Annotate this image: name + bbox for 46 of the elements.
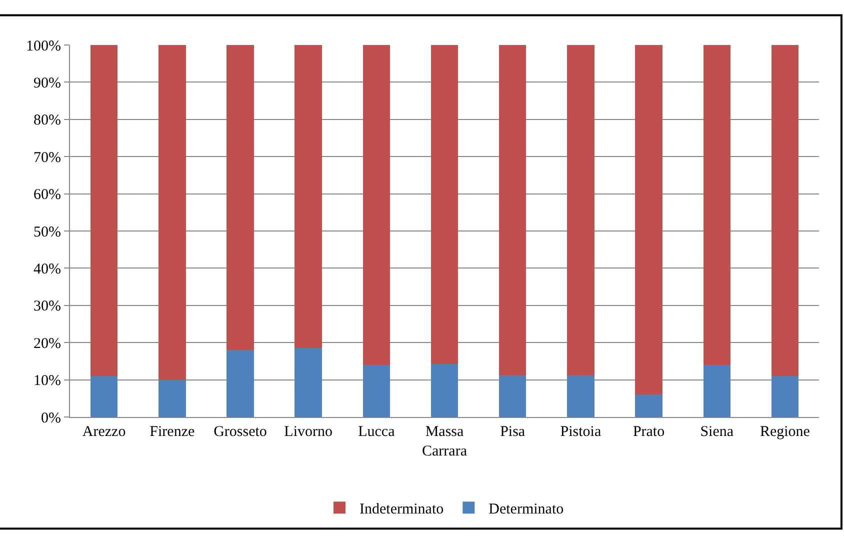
bar — [430, 45, 458, 364]
y-tick-label: 90% — [34, 75, 61, 92]
x-tick-label: Grosseto — [214, 424, 267, 440]
y-tick-label: 50% — [34, 224, 61, 240]
bar — [498, 45, 526, 376]
y-tick-label: 60% — [34, 187, 61, 204]
bar — [294, 45, 322, 348]
legend-label: Determinato — [488, 502, 564, 518]
x-tick-label: Prato — [632, 424, 665, 440]
x-tick-label: Siena — [700, 424, 734, 440]
bar — [771, 376, 799, 417]
bar — [567, 375, 594, 417]
bar — [226, 350, 254, 417]
bar — [226, 45, 254, 350]
bar — [771, 45, 799, 376]
x-tick-label: Lucca — [358, 424, 396, 440]
bar — [703, 364, 730, 417]
bar — [90, 45, 118, 376]
legend-label: Indeterminato — [360, 502, 444, 518]
bar — [362, 45, 390, 365]
x-tick-label: Arezzo — [82, 424, 126, 440]
x-tick-label: Livorno — [284, 424, 332, 440]
y-tick-label: 10% — [34, 373, 61, 390]
y-tick-label: 30% — [34, 298, 61, 315]
x-tick-label: Regione — [760, 424, 810, 440]
bar — [635, 45, 662, 395]
y-tick-label: 100% — [26, 38, 61, 54]
y-tick-label: 70% — [34, 150, 61, 166]
bar — [362, 364, 390, 417]
bar — [294, 348, 322, 417]
bar — [567, 45, 594, 376]
bar — [635, 394, 662, 417]
y-tick-label: 40% — [34, 261, 61, 278]
y-tick-label: 0% — [41, 410, 61, 426]
x-tick-label: Pisa — [500, 424, 526, 440]
bar — [430, 364, 458, 417]
bar — [703, 45, 730, 365]
bar — [90, 376, 118, 417]
bar — [158, 45, 186, 380]
x-tick-label: Firenze — [150, 424, 195, 440]
x-tick-label: Pistoia — [560, 424, 602, 440]
bar — [498, 375, 526, 417]
x-tick-label: Massa Carrara — [422, 424, 468, 460]
y-tick-label: 80% — [34, 112, 61, 129]
bar — [158, 380, 186, 417]
y-tick-label: 20% — [34, 336, 61, 352]
